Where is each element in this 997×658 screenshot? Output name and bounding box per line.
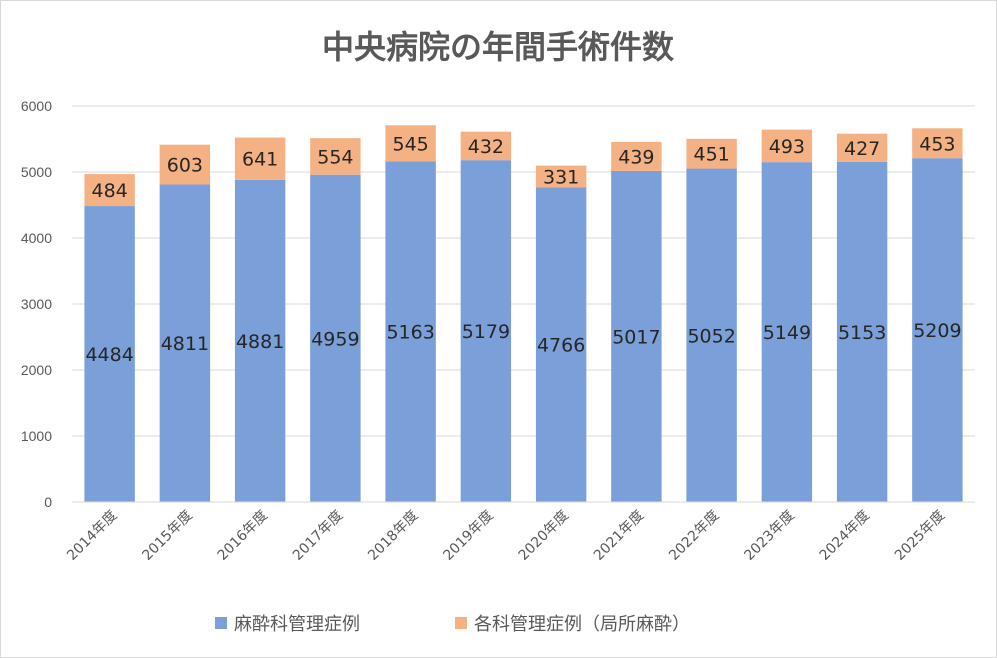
data-label-local: 554 bbox=[317, 146, 353, 168]
legend-label-local: 各科管理症例（局所麻酔） bbox=[474, 614, 690, 635]
legend: 麻酔科管理症例 各科管理症例（局所麻酔） bbox=[215, 614, 690, 635]
bar-local-2022年度 bbox=[686, 138, 737, 169]
x-tick-label: 2021年度 bbox=[591, 508, 647, 564]
bar-anesthesia-2022年度 bbox=[686, 168, 737, 502]
y-tick-label: 4000 bbox=[21, 230, 52, 246]
bar-local-2018年度 bbox=[385, 125, 436, 162]
data-label-local: 641 bbox=[242, 149, 278, 171]
bar-anesthesia-2018年度 bbox=[385, 161, 436, 502]
bar-anesthesia-2015年度 bbox=[159, 184, 211, 502]
chart-title: 中央病院の年間手術件数 bbox=[322, 28, 675, 66]
bars: 4484 484 4811 603 4881 641 4959 554 5163 545 5179 4… bbox=[84, 125, 963, 503]
bar-anesthesia-2024年度 bbox=[836, 161, 888, 503]
data-label-local: 484 bbox=[91, 180, 127, 202]
y-tick-label: 0 bbox=[44, 494, 52, 510]
y-tick-label: 5000 bbox=[21, 164, 52, 180]
bar-local-2023年度 bbox=[761, 129, 813, 163]
x-tick-label: 2017年度 bbox=[290, 508, 346, 564]
data-label-local: 432 bbox=[468, 136, 504, 158]
y-tick-label: 3000 bbox=[21, 296, 52, 312]
data-label-anesthesia: 5017 bbox=[612, 326, 660, 348]
data-label-anesthesia: 4959 bbox=[311, 328, 359, 350]
bar-anesthesia-2025年度 bbox=[912, 158, 963, 502]
data-label-local: 603 bbox=[167, 155, 203, 177]
y-tick-label: 1000 bbox=[21, 428, 52, 444]
bar-local-2014年度 bbox=[84, 174, 135, 207]
data-label-anesthesia: 5163 bbox=[386, 322, 434, 344]
data-label-anesthesia: 5209 bbox=[913, 320, 961, 342]
bar-anesthesia-2016年度 bbox=[234, 179, 286, 502]
bar-anesthesia-2020年度 bbox=[535, 187, 587, 502]
data-label-anesthesia: 5149 bbox=[763, 322, 811, 344]
data-label-anesthesia: 4881 bbox=[236, 331, 284, 353]
data-label-local: 453 bbox=[919, 133, 955, 155]
data-label-anesthesia: 5052 bbox=[687, 325, 735, 347]
x-tick-label: 2025年度 bbox=[892, 508, 948, 564]
x-tick-label: 2023年度 bbox=[741, 508, 797, 564]
data-label-anesthesia: 4811 bbox=[161, 333, 209, 355]
x-tick-label: 2022年度 bbox=[666, 508, 722, 564]
data-label-anesthesia: 5179 bbox=[462, 321, 510, 343]
legend-swatch-local bbox=[455, 617, 467, 629]
data-label-anesthesia: 4484 bbox=[85, 344, 133, 366]
x-tick-label: 2016年度 bbox=[215, 508, 271, 564]
x-tick-label: 2018年度 bbox=[365, 508, 421, 564]
data-label-anesthesia: 5153 bbox=[838, 322, 886, 344]
x-tick-label: 2014年度 bbox=[64, 508, 120, 564]
bar-anesthesia-2019年度 bbox=[460, 160, 512, 502]
data-label-local: 451 bbox=[693, 144, 729, 166]
bar-anesthesia-2021年度 bbox=[611, 170, 662, 503]
legend-swatch-anesthesia bbox=[215, 617, 227, 629]
bar-anesthesia-2023年度 bbox=[761, 162, 813, 502]
bar-local-2019年度 bbox=[460, 131, 512, 161]
bar-local-2020年度 bbox=[535, 165, 587, 188]
data-label-local: 439 bbox=[618, 146, 654, 168]
legend-label-anesthesia: 麻酔科管理症例 bbox=[234, 614, 360, 635]
x-axis: 2014年度 2015年度 2016年度 2017年度 2018年度 2019年度 2020… bbox=[64, 501, 975, 564]
data-label-local: 331 bbox=[543, 167, 579, 189]
bar-anesthesia-2017年度 bbox=[310, 174, 361, 502]
bar-local-2025年度 bbox=[912, 128, 963, 159]
bar-local-2017年度 bbox=[310, 138, 361, 175]
data-label-anesthesia: 4766 bbox=[537, 335, 585, 357]
bar-anesthesia-2014年度 bbox=[84, 206, 135, 502]
y-tick-label: 2000 bbox=[21, 362, 52, 378]
data-label-local: 545 bbox=[392, 133, 428, 155]
x-tick-label: 2015年度 bbox=[139, 508, 195, 564]
bar-local-2021年度 bbox=[611, 141, 662, 171]
bar-local-2016年度 bbox=[234, 137, 286, 180]
x-tick-label: 2020年度 bbox=[516, 508, 572, 564]
bar-local-2015年度 bbox=[159, 144, 211, 185]
data-label-local: 427 bbox=[844, 138, 880, 160]
data-label-local: 493 bbox=[769, 136, 805, 158]
y-axis: 0 1000 2000 3000 4000 5000 6000 bbox=[21, 98, 52, 510]
x-tick-label: 2019年度 bbox=[440, 508, 496, 564]
x-tick-label: 2024年度 bbox=[817, 508, 873, 564]
bar-local-2024年度 bbox=[836, 133, 888, 162]
y-tick-label: 6000 bbox=[21, 98, 52, 114]
